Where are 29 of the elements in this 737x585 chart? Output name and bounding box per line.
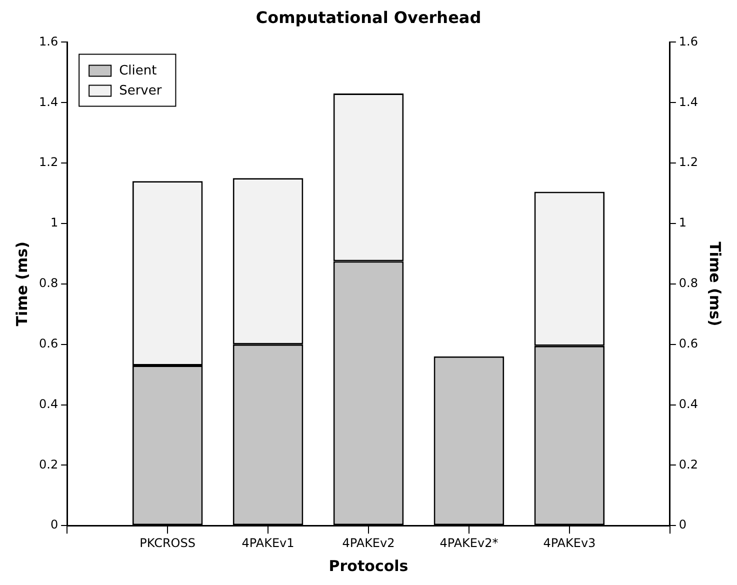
y-tick-label: 0.6 bbox=[38, 336, 58, 350]
y2-tick-label: 1.2 bbox=[678, 155, 698, 170]
x-tick-label: 4PAKEv2* bbox=[440, 536, 498, 550]
x-tick-label: PKCROSS bbox=[140, 536, 196, 550]
y2-tick-label: 0.6 bbox=[678, 336, 698, 350]
y-tick-label: 1.4 bbox=[38, 94, 58, 109]
y-tick-label: 0.4 bbox=[38, 396, 58, 411]
y-tick-label: 1.6 bbox=[38, 34, 58, 48]
x-axis-title: Protocols bbox=[328, 556, 408, 575]
y2-tick-label: 0.8 bbox=[678, 276, 698, 290]
x-tick-label: 4PAKEv3 bbox=[543, 536, 596, 550]
y-tick-label: 0.2 bbox=[38, 457, 58, 472]
legend-label: Client bbox=[119, 64, 157, 79]
x-tick-label: 4PAKEv1 bbox=[242, 536, 294, 550]
y-tick-label: 0 bbox=[50, 518, 58, 532]
y2-tick-label: 0.2 bbox=[678, 457, 698, 472]
y2-tick-label: 0.4 bbox=[678, 396, 698, 411]
x-tick-label: 4PAKEv2 bbox=[342, 536, 395, 550]
y2-tick-label: 1.6 bbox=[678, 34, 698, 48]
y-tick-label: 1.2 bbox=[38, 155, 58, 170]
y-tick-label: 0.8 bbox=[38, 276, 58, 290]
y-axis-title: Time (ms) bbox=[12, 242, 31, 326]
y2-tick-label: 1.4 bbox=[678, 94, 698, 109]
y2-axis-title: Time (ms) bbox=[706, 242, 724, 326]
y2-tick-label: 1 bbox=[678, 216, 687, 230]
legend-label: Server bbox=[119, 84, 162, 99]
y-tick-label: 1 bbox=[50, 216, 58, 230]
y2-tick-label: 0 bbox=[678, 518, 687, 532]
chart-title: Computational Overhead bbox=[256, 8, 482, 27]
